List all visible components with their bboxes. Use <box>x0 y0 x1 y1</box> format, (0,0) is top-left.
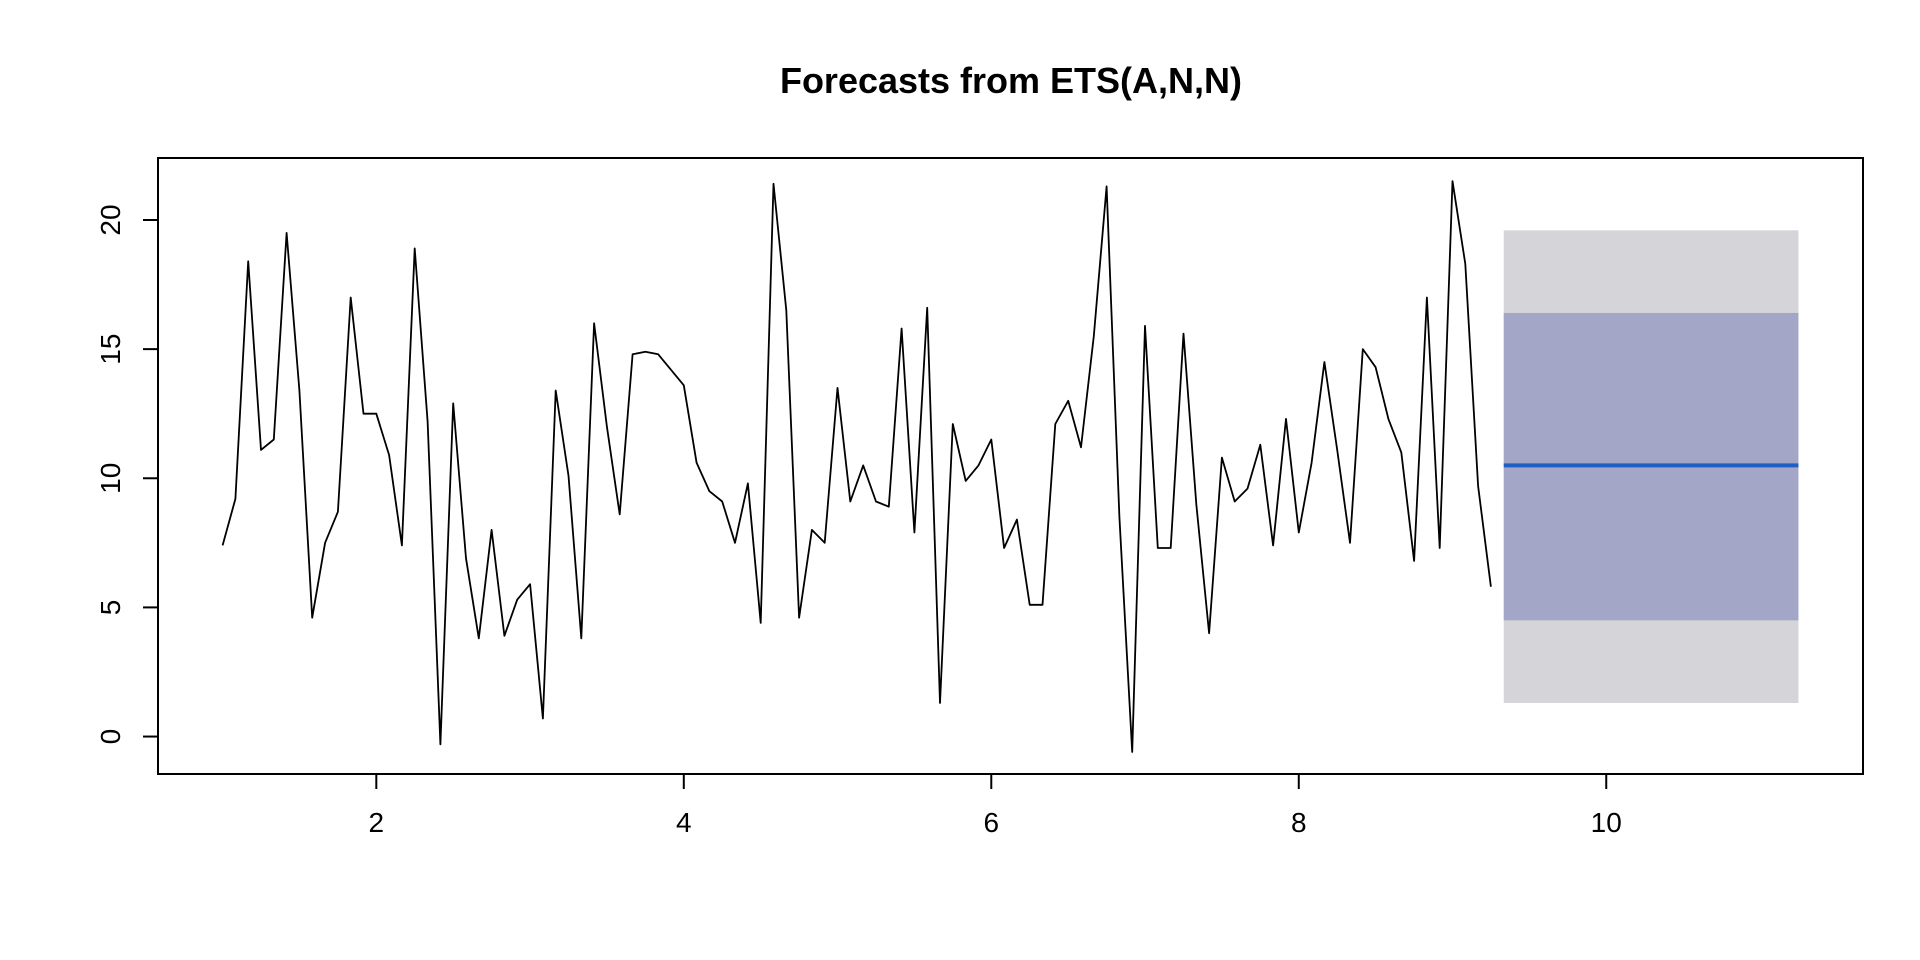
x-tick-label: 6 <box>983 807 999 838</box>
x-tick-label: 8 <box>1291 807 1307 838</box>
x-axis: 2 4 6 8 10 <box>369 773 1622 838</box>
series-layer <box>221 180 1492 753</box>
x-tick-label: 4 <box>676 807 692 838</box>
y-tick-label: 15 <box>95 334 126 365</box>
y-tick-label: 20 <box>95 204 126 235</box>
y-tick-label: 0 <box>95 729 126 745</box>
y-axis: 0 5 10 15 20 <box>95 204 159 745</box>
series-line <box>221 180 1492 753</box>
x-tick-label: 10 <box>1591 807 1622 838</box>
y-tick-label: 10 <box>95 463 126 494</box>
x-tick-label: 2 <box>369 807 385 838</box>
y-tick-label: 5 <box>95 600 126 616</box>
chart-title: Forecasts from ETS(A,N,N) <box>780 60 1242 101</box>
